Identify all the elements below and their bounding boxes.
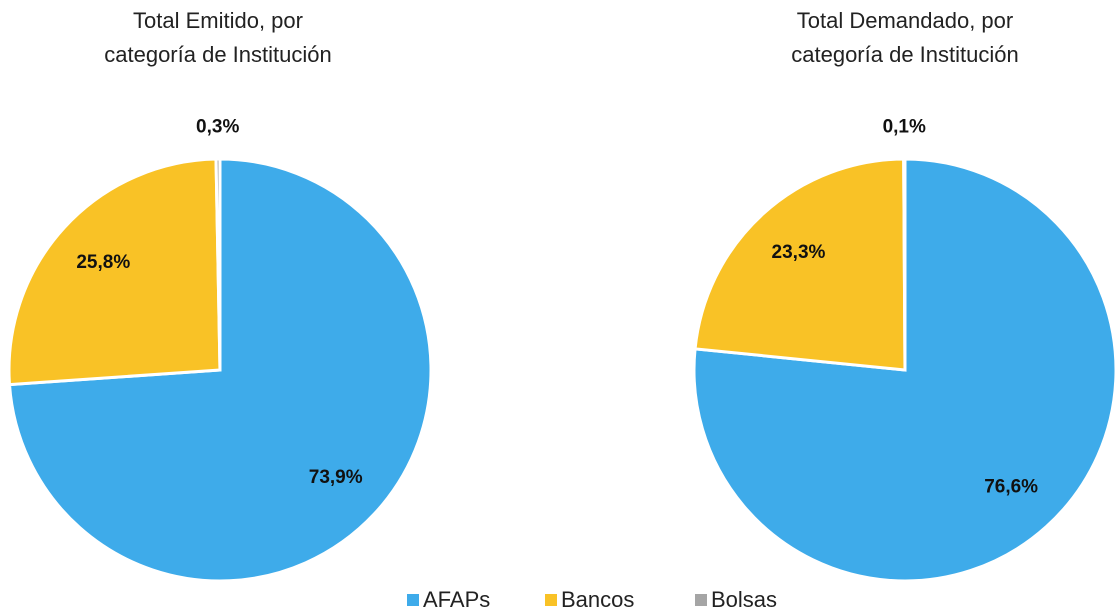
data-label: 0,3% bbox=[196, 116, 239, 137]
data-label: 0,1% bbox=[883, 116, 926, 137]
data-label: 73,9% bbox=[309, 467, 363, 488]
pie-slice bbox=[7, 157, 222, 387]
legend-label: Bancos bbox=[561, 587, 634, 612]
pie-slice bbox=[693, 157, 907, 372]
legend-label: AFAPs bbox=[423, 587, 490, 612]
pie-slice bbox=[902, 157, 907, 371]
data-label: 23,3% bbox=[772, 242, 826, 263]
legend-swatch bbox=[695, 594, 707, 606]
legend-label: Bolsas bbox=[711, 587, 777, 612]
pie-slice bbox=[214, 157, 222, 371]
chart-title: Total Demandado, por categoría de Instit… bbox=[791, 8, 1019, 67]
legend-swatch bbox=[407, 594, 419, 606]
data-label: 76,6% bbox=[984, 476, 1038, 497]
data-label: 25,8% bbox=[76, 252, 130, 273]
legend-swatch bbox=[545, 594, 557, 606]
chart-title: Total Emitido, por categoría de Instituc… bbox=[104, 8, 332, 67]
